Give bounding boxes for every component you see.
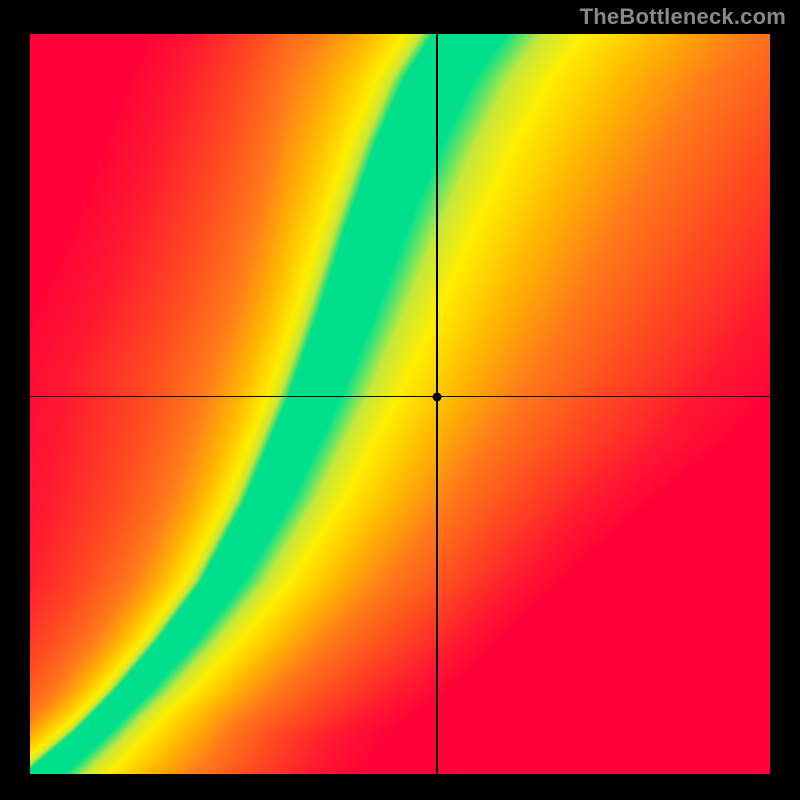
- attribution-text: TheBottleneck.com: [580, 4, 786, 30]
- plot-area: [30, 34, 770, 774]
- crosshair-dot: [433, 392, 442, 401]
- chart-outer: TheBottleneck.com: [0, 0, 800, 800]
- crosshair-vertical: [436, 34, 438, 774]
- crosshair-horizontal: [30, 396, 770, 398]
- heatmap-canvas: [30, 34, 770, 774]
